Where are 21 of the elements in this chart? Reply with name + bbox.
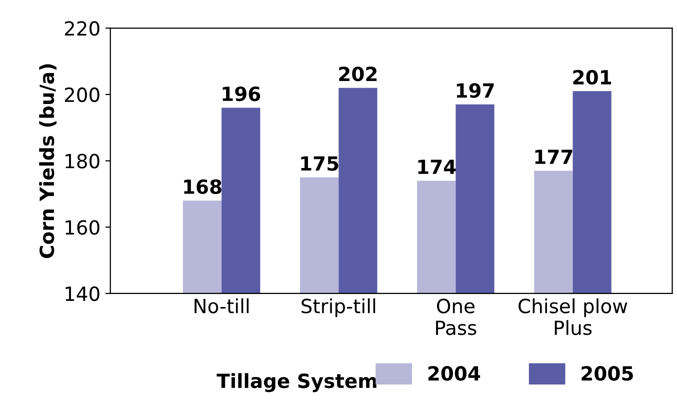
x-tick-label: Strip-till — [302, 298, 376, 318]
y-axis-title: Corn Yields (bu/a) — [39, 64, 56, 258]
data-label: 202 — [339, 66, 377, 82]
y-tick-label: 160 — [66, 220, 100, 235]
data-label: 177 — [535, 150, 572, 164]
y-tick-label: 140 — [66, 286, 100, 302]
data-label: 196 — [222, 86, 260, 102]
x-tick-label: One Pass — [436, 298, 476, 336]
legend-label: 2005 — [582, 366, 633, 381]
y-tick-label: 180 — [66, 154, 100, 168]
legend-label: 2004 — [428, 366, 480, 381]
x-tick-label: No-till — [194, 298, 249, 314]
y-tick-label: 220 — [64, 21, 100, 36]
y-tick-label: 200 — [64, 87, 100, 102]
data-label: 174 — [418, 160, 456, 174]
data-label: 175 — [301, 156, 338, 171]
data-label: 201 — [573, 70, 612, 85]
x-axis-title: Tillage System — [216, 373, 376, 392]
x-tick-label: Chisel plow Plus — [518, 298, 628, 336]
data-label: 197 — [456, 83, 494, 98]
data-label: 168 — [184, 179, 222, 194]
